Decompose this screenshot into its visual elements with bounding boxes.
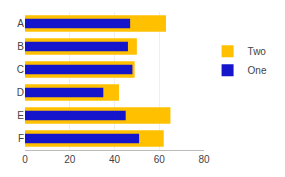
svg-text:0: 0 xyxy=(22,154,28,165)
svg-text:Two: Two xyxy=(248,46,267,57)
svg-text:20: 20 xyxy=(64,154,76,165)
svg-text:One: One xyxy=(248,65,267,76)
svg-text:B: B xyxy=(17,41,24,52)
svg-text:D: D xyxy=(17,87,24,98)
svg-text:F: F xyxy=(18,133,24,144)
svg-text:80: 80 xyxy=(198,154,210,165)
svg-text:60: 60 xyxy=(154,154,166,165)
svg-text:C: C xyxy=(17,64,24,75)
svg-text:E: E xyxy=(17,110,24,121)
svg-text:40: 40 xyxy=(109,154,121,165)
svg-text:A: A xyxy=(17,18,24,29)
